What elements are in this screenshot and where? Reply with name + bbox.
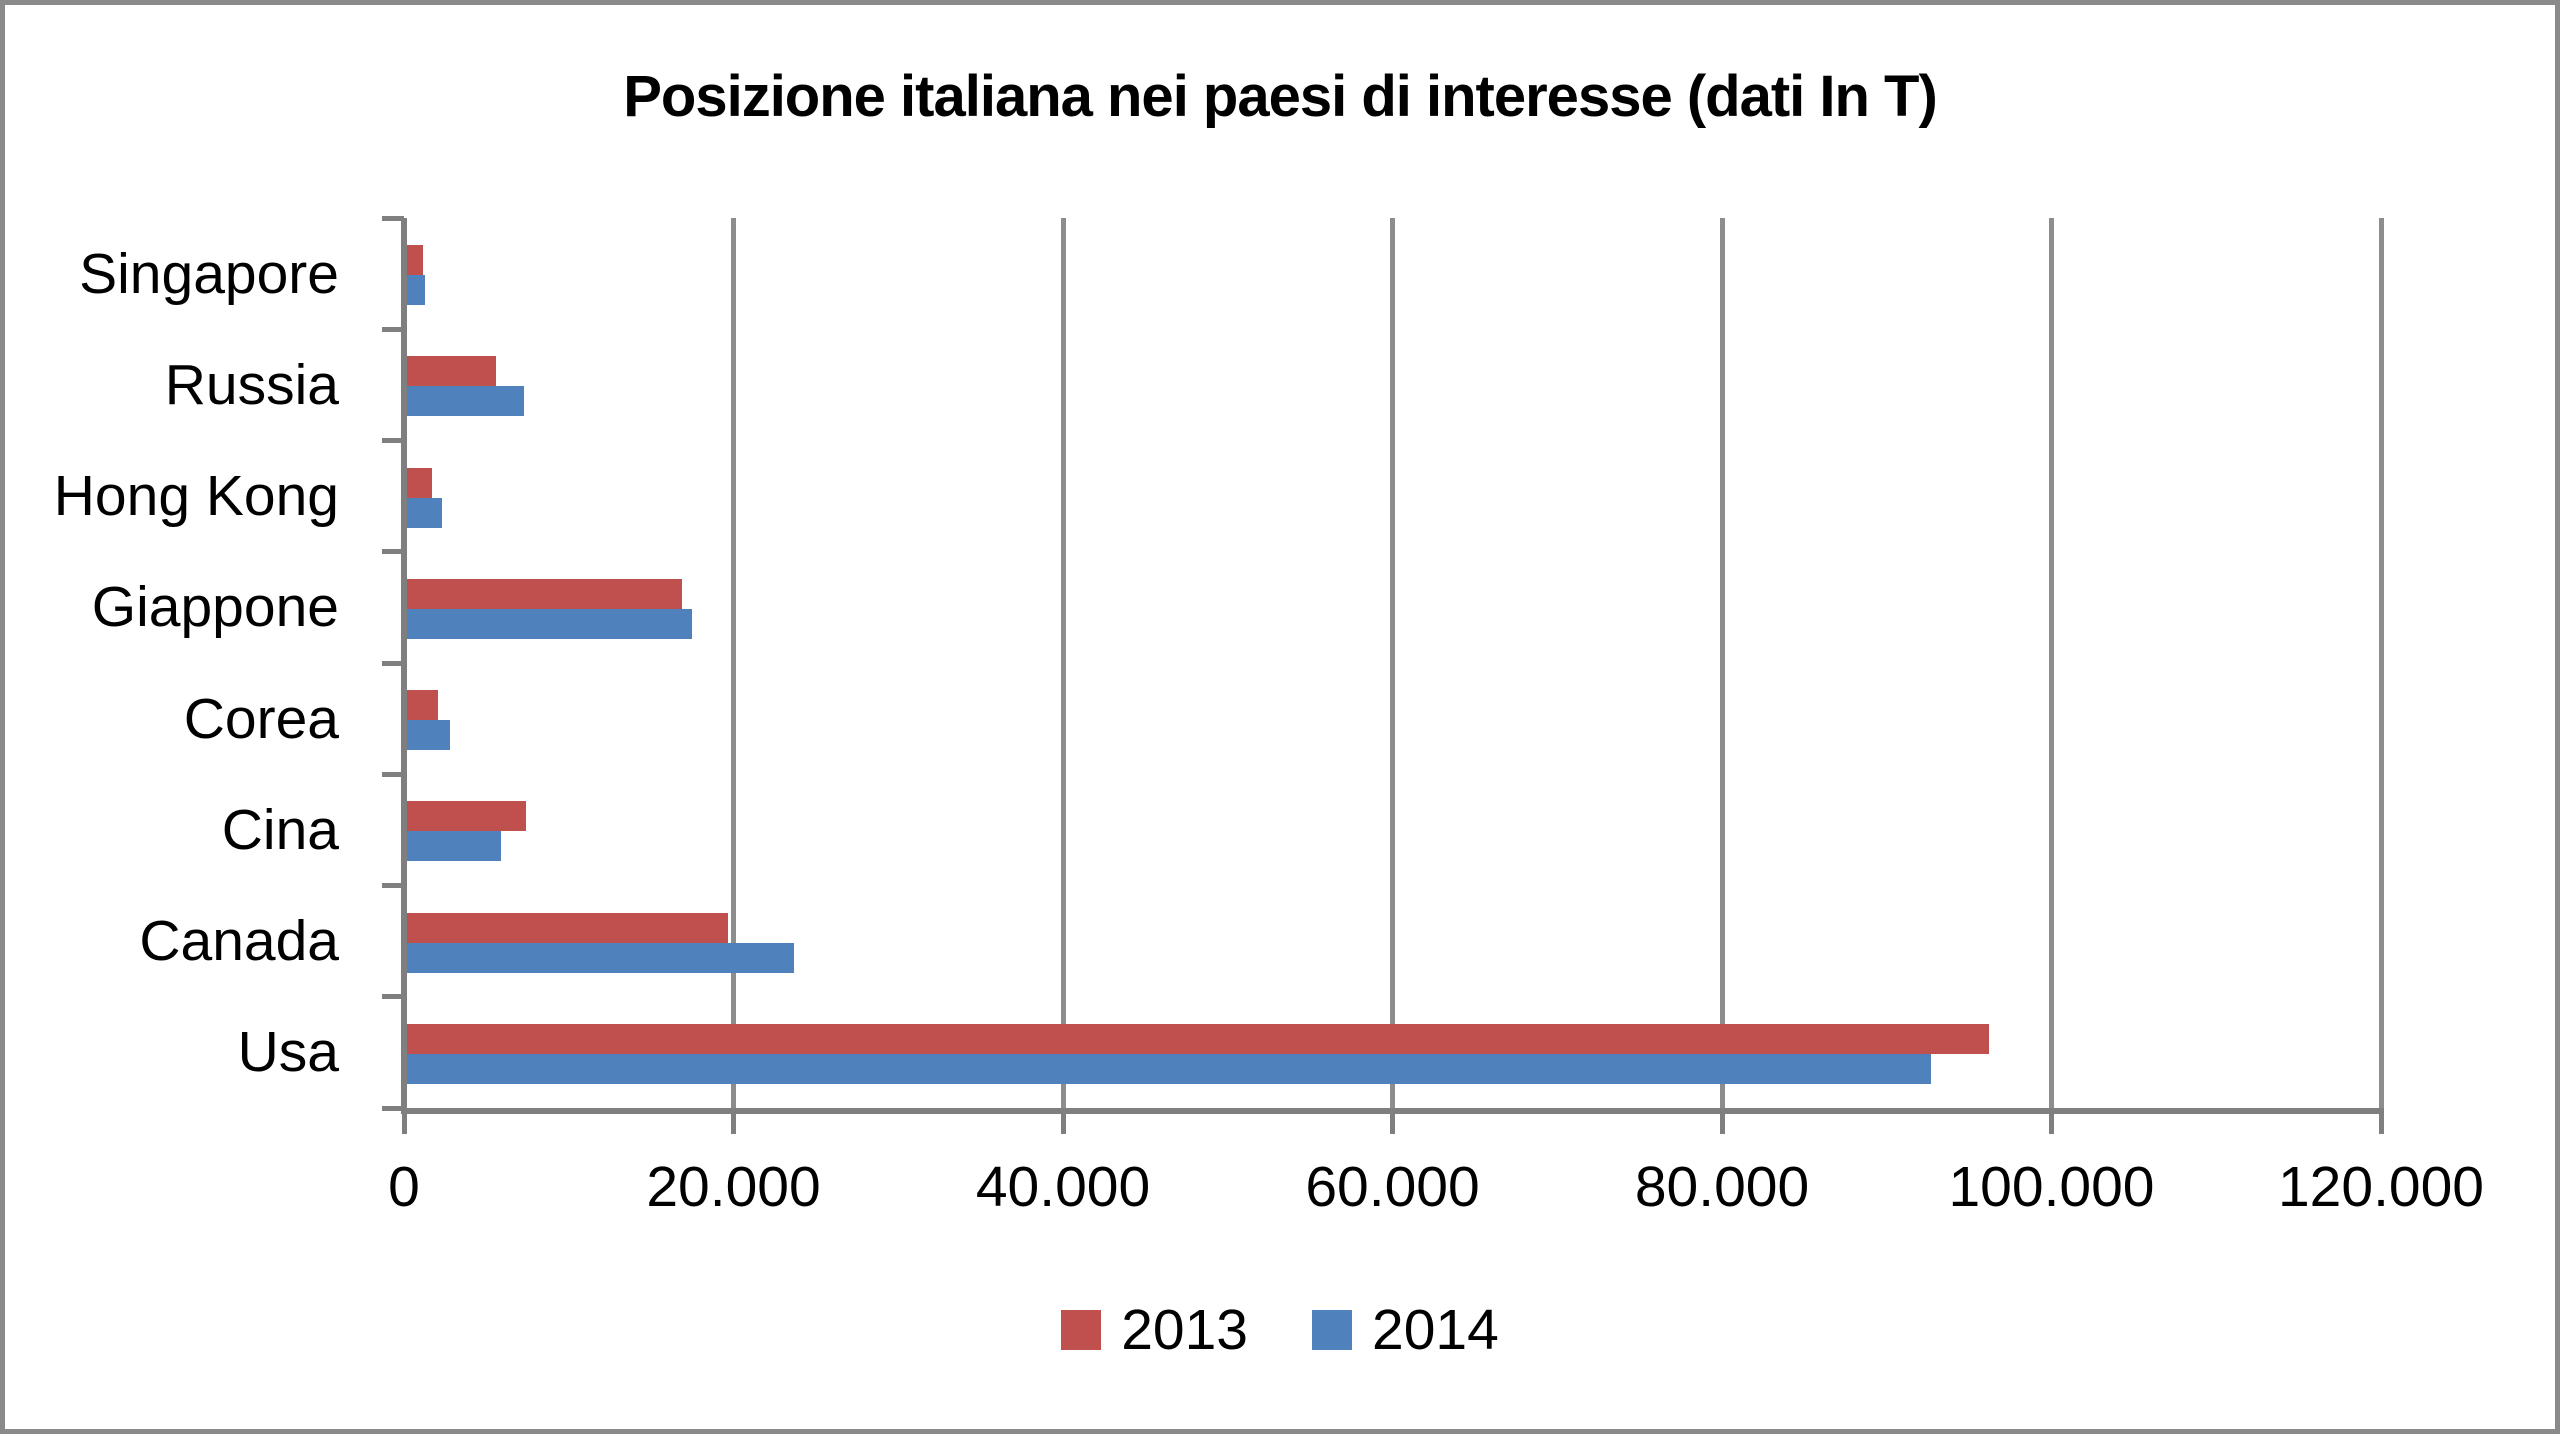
category-label-cina: Cina — [221, 797, 339, 862]
category-label-hong-kong: Hong Kong — [53, 464, 339, 529]
y-axis-tick — [382, 1105, 404, 1111]
x-axis-tick — [1390, 1114, 1395, 1134]
bar-2013-cina — [407, 801, 526, 832]
y-axis-tick — [382, 215, 404, 221]
gridline-60.000 — [1390, 218, 1395, 1108]
bar-2013-hong-kong — [407, 467, 432, 498]
x-tick-label-40.000: 40.000 — [975, 1155, 1151, 1219]
legend-item-2014: 2014 — [1312, 1297, 1499, 1363]
y-axis-tick — [382, 994, 404, 1000]
x-tick-label-60.000: 60.000 — [1305, 1155, 1480, 1219]
legend-item-2013: 2013 — [1061, 1297, 1248, 1363]
gridline-40.000 — [1060, 218, 1066, 1108]
x-axis-tick — [2049, 1114, 2054, 1134]
plot-area — [5, 5, 2555, 1429]
bar-2013-canada — [407, 912, 729, 943]
bar-2014-singapore — [407, 275, 426, 305]
y-axis-tick — [382, 549, 404, 555]
x-axis-tick — [731, 1114, 736, 1134]
bar-2014-usa — [407, 1053, 1931, 1084]
legend-swatch-2014 — [1312, 1310, 1352, 1350]
category-label-corea: Corea — [183, 686, 339, 751]
gridline-100.000 — [2049, 218, 2054, 1108]
x-tick-label-120.000: 120.000 — [2277, 1155, 2485, 1219]
bar-2014-cina — [407, 831, 501, 862]
y-axis-tick — [382, 771, 404, 777]
bar-2013-usa — [407, 1023, 1989, 1054]
bar-2013-singapore — [407, 245, 424, 275]
x-axis-tick — [1719, 1114, 1725, 1134]
x-axis-tick — [1060, 1114, 1066, 1134]
category-label-singapore: Singapore — [79, 241, 339, 306]
x-tick-label-0: 0 — [388, 1155, 420, 1219]
x-axis-line — [401, 1108, 2384, 1114]
bar-2013-corea — [407, 690, 439, 720]
y-axis-line — [401, 218, 407, 1111]
y-axis-tick — [382, 660, 404, 666]
bar-2013-giappone — [407, 578, 683, 609]
bar-2014-canada — [407, 942, 795, 973]
legend-label-2014: 2014 — [1372, 1298, 1499, 1362]
y-axis-tick — [382, 326, 404, 332]
x-tick-label-100.000: 100.000 — [1948, 1155, 2155, 1219]
category-label-canada: Canada — [139, 909, 339, 974]
bar-2014-russia — [407, 386, 524, 417]
chart-title: Posizione italiana nei paesi di interess… — [623, 64, 1938, 129]
legend-swatch-2013 — [1061, 1310, 1102, 1350]
x-tick-label-20.000: 20.000 — [646, 1155, 821, 1219]
gridline-80.000 — [1719, 218, 1725, 1108]
x-axis-tick — [2378, 1114, 2384, 1134]
bar-2013-russia — [407, 356, 496, 387]
legend: 2013 2014 — [5, 1298, 2555, 1362]
legend-label-2013: 2013 — [1121, 1298, 1248, 1362]
bar-2014-corea — [407, 720, 450, 750]
gridline-20.000 — [731, 218, 736, 1108]
bar-2014-giappone — [407, 608, 693, 639]
category-label-usa: Usa — [237, 1020, 339, 1085]
category-label-giappone: Giappone — [91, 575, 339, 640]
bar-2014-hong-kong — [407, 497, 442, 528]
x-axis-tick — [401, 1114, 407, 1134]
category-label-russia: Russia — [164, 352, 339, 417]
y-axis-tick — [382, 438, 404, 443]
x-tick-label-80.000: 80.000 — [1634, 1155, 1810, 1219]
y-axis-tick — [382, 883, 404, 888]
gridline-120.000 — [2378, 218, 2384, 1108]
